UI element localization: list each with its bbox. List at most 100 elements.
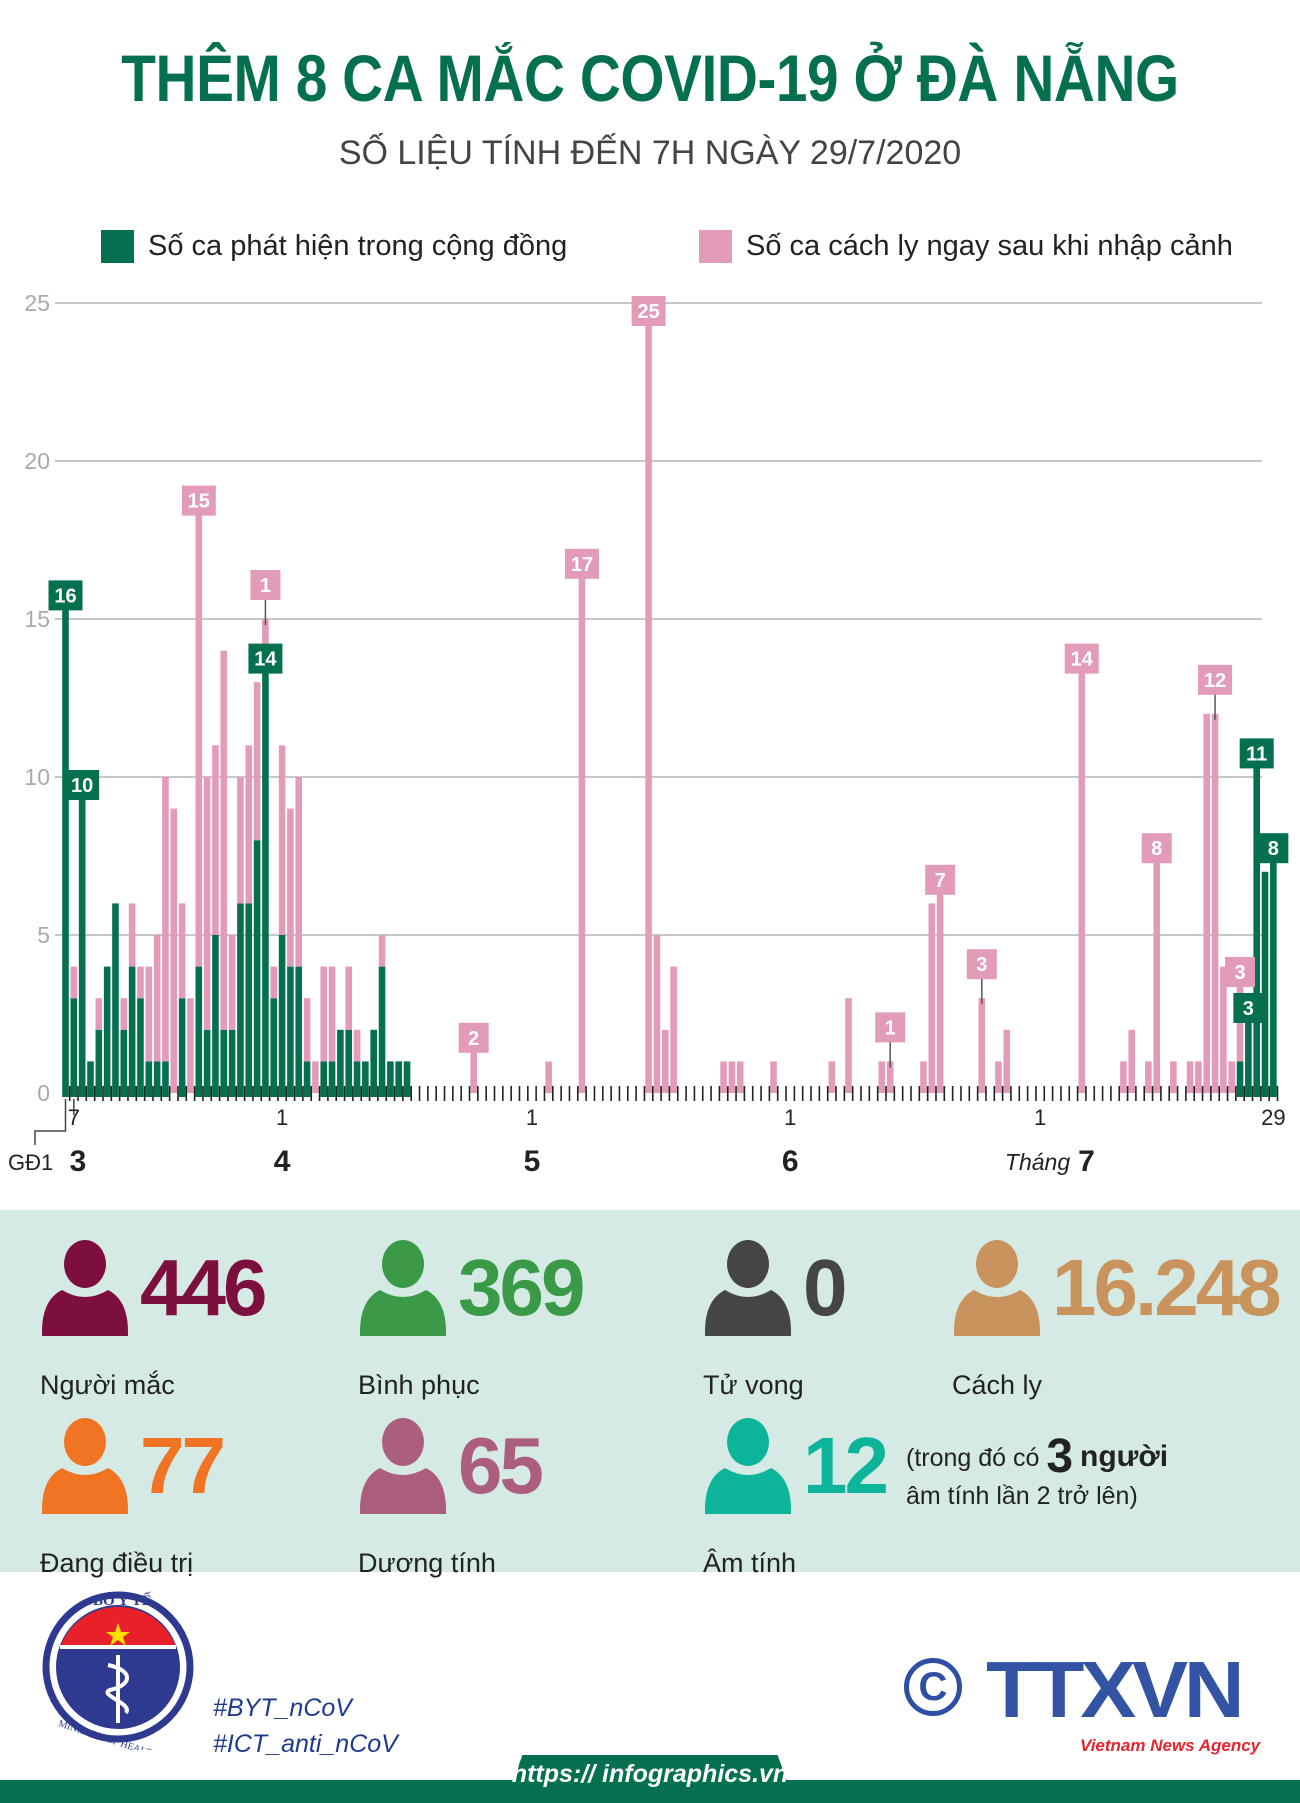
bar-quarantine <box>287 808 294 967</box>
bar-quarantine <box>978 998 986 1093</box>
bar-quarantine <box>936 871 944 1093</box>
value-label-box <box>1233 992 1264 1023</box>
value-label-box <box>1064 643 1099 674</box>
legend-swatch-community <box>101 230 134 263</box>
bar-community <box>70 998 78 1097</box>
bar-quarantine <box>470 1029 477 1093</box>
bar-community <box>353 1061 361 1097</box>
bar-quarantine <box>95 998 103 1030</box>
legend-community: Số ca phát hiện trong cộng đồng <box>101 230 567 263</box>
note-text: người <box>1080 1440 1169 1473</box>
hashtag: #BYT_nCoV <box>213 1694 352 1722</box>
bar-quarantine <box>353 1029 361 1062</box>
stat-value: 369 <box>458 1243 585 1332</box>
stat-value: 77 <box>140 1421 226 1510</box>
website-link[interactable]: https:// infographics.vn <box>511 1760 789 1788</box>
legend-label: Số ca phát hiện trong cộng đồng <box>148 230 568 262</box>
bar-community <box>62 587 69 1097</box>
bar-quarantine <box>1153 840 1161 1093</box>
footer-bar <box>0 1780 1300 1803</box>
bar-quarantine <box>920 1061 927 1093</box>
value-label: 14 <box>254 649 277 671</box>
bar-community <box>162 1061 169 1097</box>
value-label: 7 <box>935 870 946 892</box>
bar-community <box>153 1061 161 1097</box>
bar-community <box>262 650 269 1097</box>
bar-community <box>378 966 386 1097</box>
bar-community <box>337 1029 344 1097</box>
bar-community <box>87 1061 94 1097</box>
month-prefix: Tháng <box>1005 1149 1070 1175</box>
bar-community <box>303 1061 311 1097</box>
y-tick-label: 5 <box>37 922 50 948</box>
value-label: 1 <box>260 575 271 597</box>
stat-label: Âm tính <box>703 1548 797 1578</box>
bar-community <box>95 1029 103 1097</box>
value-label: 25 <box>637 301 659 323</box>
value-label: 3 <box>1243 998 1254 1020</box>
bar-community <box>387 1061 394 1097</box>
bar-quarantine <box>212 745 219 935</box>
bar-community <box>278 935 286 1097</box>
phase-bracket <box>34 1099 67 1145</box>
bar-community <box>270 998 278 1097</box>
y-tick-label: 10 <box>24 764 50 790</box>
bar-quarantine <box>1078 650 1086 1093</box>
bar-community <box>395 1061 402 1097</box>
value-label-box <box>48 580 83 611</box>
value-label-box <box>1225 956 1256 987</box>
y-tick-label: 15 <box>24 606 50 632</box>
value-label: 3 <box>1234 962 1245 984</box>
bar-quarantine <box>1145 1061 1152 1093</box>
bar-quarantine <box>120 998 128 1030</box>
person-icon <box>42 1418 128 1514</box>
bar-community <box>220 1029 228 1097</box>
value-label: 8 <box>1151 838 1162 860</box>
bar-community <box>403 1061 411 1097</box>
bar-quarantine <box>736 1061 744 1093</box>
bar-quarantine <box>1211 713 1219 1093</box>
bar-quarantine <box>320 966 328 1062</box>
value-label-box <box>250 570 281 600</box>
value-label-box <box>458 1022 489 1053</box>
bar-quarantine <box>1186 1061 1194 1093</box>
ttxvn-logo: TTXVN <box>986 1645 1245 1734</box>
bar-community <box>370 1029 378 1097</box>
value-label-box <box>564 548 599 579</box>
bar-quarantine <box>720 1061 727 1093</box>
bar-community <box>195 966 203 1097</box>
value-label-box <box>1141 833 1172 864</box>
note-text: (trong đó có <box>906 1444 1040 1472</box>
stat-label: Người mắc <box>40 1370 175 1400</box>
bar-quarantine <box>278 745 286 935</box>
x-day-label: 29 <box>1261 1105 1285 1130</box>
bar-quarantine <box>728 1061 736 1093</box>
bar-community <box>1236 1061 1244 1097</box>
value-label-box <box>1239 738 1274 769</box>
stat-value: 16.248 <box>1052 1243 1282 1332</box>
value-label: 11 <box>1246 743 1267 765</box>
bar-community <box>228 1029 236 1097</box>
value-label: 2 <box>468 1028 479 1050</box>
bar-quarantine <box>1220 966 1227 1093</box>
stat-label: Cách ly <box>952 1370 1043 1400</box>
value-label-box <box>631 296 666 326</box>
bar-community <box>287 966 294 1097</box>
bar-quarantine <box>378 935 386 967</box>
bar-quarantine <box>187 998 194 1093</box>
stat-4: 77 <box>40 1418 226 1514</box>
value-label-box <box>181 485 216 516</box>
bar-quarantine <box>253 682 261 841</box>
value-label-box <box>925 864 956 895</box>
ministry-of-health-logo: BỘ Y TẾ MINISTRY OF HEALTH <box>42 1591 194 1750</box>
bar-quarantine <box>1128 1029 1136 1093</box>
stat-value: 0 <box>803 1243 847 1332</box>
bar-quarantine <box>645 303 652 1093</box>
bar-quarantine <box>178 903 186 999</box>
bar-community <box>320 1061 328 1097</box>
person-icon <box>42 1240 128 1336</box>
stat-value: 446 <box>140 1243 267 1332</box>
bar-community <box>120 1029 128 1097</box>
bar-quarantine <box>195 492 203 967</box>
bar-quarantine <box>670 966 677 1093</box>
